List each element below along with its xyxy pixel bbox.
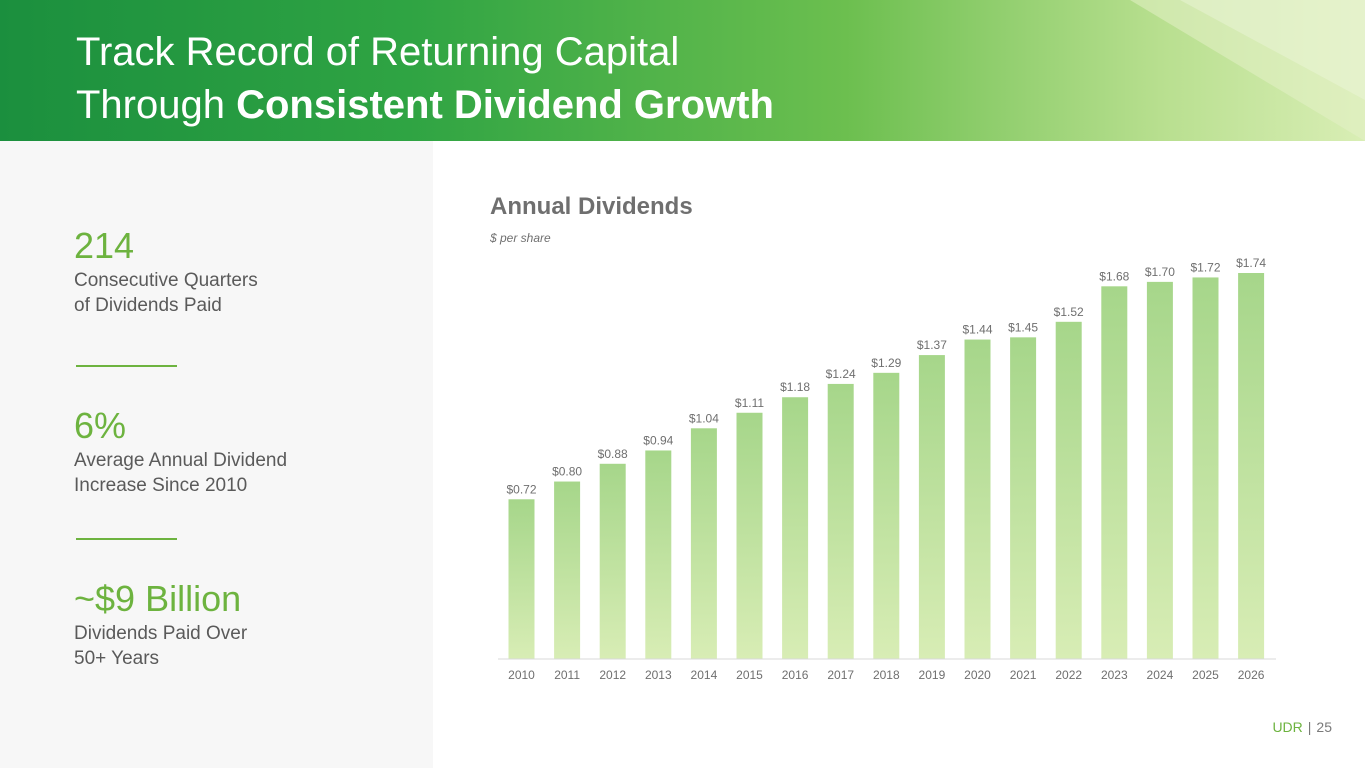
- bar-2026: [1238, 273, 1265, 659]
- x-tick-label-2012: 2012: [599, 668, 626, 682]
- stat-description: Average Annual Dividend Increase Since 2…: [74, 450, 288, 496]
- stat-value: 6%: [74, 405, 127, 446]
- stat-total-paid: ~$9 Billion Dividends Paid Over 50+ Year…: [74, 579, 247, 671]
- x-tick-label-2015: 2015: [736, 668, 763, 682]
- x-tick-label-2010: 2010: [508, 668, 535, 682]
- footer: UDR | 25: [1272, 719, 1332, 735]
- bar-2023: [1101, 286, 1128, 659]
- data-label-2015: $1.11: [735, 396, 764, 410]
- stat-description: Dividends Paid Over 50+ Years: [74, 623, 248, 669]
- bar-2016: [782, 397, 809, 659]
- bar-2013: [645, 450, 672, 659]
- x-tick-label-2017: 2017: [827, 668, 854, 682]
- page-number: 25: [1316, 719, 1332, 735]
- footer-brand: UDR: [1272, 719, 1303, 735]
- title-line-1: Track Record of Returning Capital: [76, 30, 680, 74]
- bar-2019: [918, 355, 945, 659]
- x-tick-label-2020: 2020: [964, 668, 991, 682]
- data-label-2022: $1.52: [1054, 305, 1084, 319]
- x-tick-label-2014: 2014: [691, 668, 718, 682]
- stat-growth: 6% Average Annual Dividend Increase Sinc…: [74, 406, 287, 498]
- stats-panel: [0, 141, 433, 768]
- data-label-2020: $1.44: [962, 323, 992, 337]
- x-tick-label-2011: 2011: [554, 668, 580, 682]
- bar-2020: [964, 339, 991, 659]
- bar-2024: [1146, 281, 1173, 659]
- header-banner: Track Record of Returning Capital Throug…: [0, 0, 1365, 141]
- data-label-2025: $1.72: [1190, 260, 1220, 274]
- data-label-2024: $1.70: [1145, 265, 1175, 279]
- data-label-2011: $0.80: [552, 465, 582, 479]
- x-tick-label-2024: 2024: [1147, 668, 1174, 682]
- bar-2017: [827, 383, 854, 659]
- data-label-2019: $1.37: [917, 338, 947, 352]
- bar-2012: [599, 463, 626, 659]
- stat-value: ~$9 Billion: [74, 578, 242, 619]
- x-tick-label-2023: 2023: [1101, 668, 1128, 682]
- stat-divider: [76, 538, 177, 540]
- bar-2025: [1192, 277, 1219, 659]
- data-label-2016: $1.18: [780, 380, 810, 394]
- footer-separator: |: [1307, 719, 1312, 735]
- data-label-2012: $0.88: [598, 447, 628, 461]
- data-label-2021: $1.45: [1008, 320, 1038, 334]
- x-tick-label-2019: 2019: [919, 668, 946, 682]
- stat-description: Consecutive Quarters of Dividends Paid: [74, 270, 258, 316]
- x-tick-label-2013: 2013: [645, 668, 672, 682]
- bar-2021: [1010, 337, 1037, 659]
- stat-value: 214: [74, 225, 135, 266]
- bar-2015: [736, 412, 763, 659]
- data-label-2026: $1.74: [1236, 256, 1266, 270]
- chart-subtitle: $ per share: [490, 231, 551, 245]
- stat-quarters: 214 Consecutive Quarters of Dividends Pa…: [74, 226, 258, 318]
- data-label-2023: $1.68: [1099, 269, 1129, 283]
- data-label-2014: $1.04: [689, 411, 719, 425]
- x-tick-label-2021: 2021: [1010, 668, 1037, 682]
- title-line-2-bold: Consistent Dividend Growth: [236, 83, 774, 127]
- bar-2010: [508, 499, 535, 659]
- data-label-2013: $0.94: [643, 433, 673, 447]
- bar-2018: [873, 372, 900, 659]
- stat-divider: [76, 365, 177, 367]
- x-tick-label-2016: 2016: [782, 668, 809, 682]
- x-tick-label-2022: 2022: [1055, 668, 1082, 682]
- header-decoration: [1130, 0, 1365, 141]
- x-tick-label-2026: 2026: [1238, 668, 1265, 682]
- x-tick-label-2025: 2025: [1192, 668, 1219, 682]
- chart-title: Annual Dividends: [490, 193, 693, 220]
- bar-2014: [690, 428, 717, 659]
- x-tick-label-2018: 2018: [873, 668, 900, 682]
- bar-2022: [1055, 321, 1082, 659]
- title-line-2-prefix: Through: [76, 83, 237, 127]
- bar-2011: [554, 481, 581, 659]
- data-label-2010: $0.72: [506, 482, 536, 496]
- data-label-2018: $1.29: [871, 356, 901, 370]
- data-label-2017: $1.24: [826, 367, 856, 381]
- page-title: Track Record of Returning Capital Throug…: [76, 26, 774, 132]
